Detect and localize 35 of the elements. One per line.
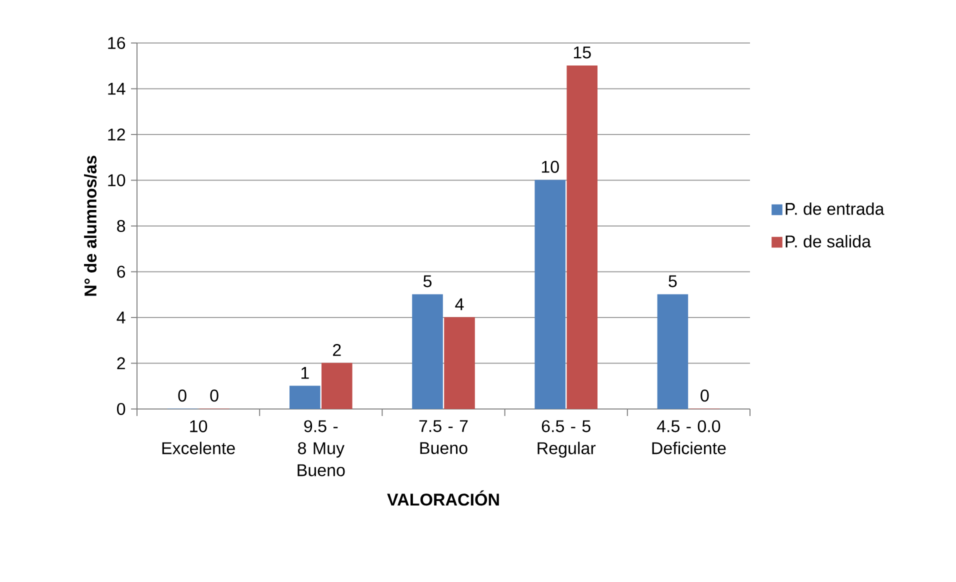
data-label: 0: [210, 390, 218, 402]
y-tick-label: 16: [108, 36, 126, 50]
x-tick-label: 6.5 - 5 Regular: [538, 420, 596, 458]
data-label: 2: [333, 344, 341, 356]
y-axis-title: N° de alumnos/as: [84, 156, 97, 296]
x-tick-label: 4.5 - 0.0 Deficiente: [652, 420, 726, 454]
bar: [566, 65, 598, 409]
bar: [444, 317, 475, 409]
y-tick-label: 12: [108, 128, 125, 140]
legend-label: P. de entrada: [786, 202, 884, 215]
data-label: 15: [574, 46, 591, 58]
bar: [412, 294, 443, 409]
y-tick-label: 0: [117, 402, 126, 416]
data-label: 5: [668, 275, 677, 288]
y-tick-label: 10: [108, 174, 126, 186]
y-tick-label: 2: [117, 357, 125, 370]
x-tick-label: 10 Excelente: [162, 420, 235, 454]
data-label: 0: [700, 390, 709, 402]
y-tick-label: 4: [116, 312, 126, 324]
bar: [290, 386, 320, 409]
y-tick-label: 8: [117, 220, 126, 232]
x-tick-label: 7.5 - 7 Bueno: [419, 420, 468, 454]
bar: [534, 180, 566, 409]
y-tick-label: 14: [108, 82, 126, 95]
data-label: 5: [423, 275, 432, 288]
x-tick-label: 9.5 - 8 Muy Bueno: [298, 420, 345, 476]
legend-label: P. de salida: [786, 235, 872, 248]
bar: [657, 294, 688, 409]
data-label: 1: [301, 367, 309, 379]
bar: [322, 362, 352, 409]
data-label: 10: [542, 160, 559, 173]
x-axis-title: VALORACIÓN: [387, 490, 499, 506]
data-label: 0: [178, 390, 186, 402]
data-label: 4: [455, 298, 464, 310]
y-tick-label: 6: [117, 266, 126, 278]
